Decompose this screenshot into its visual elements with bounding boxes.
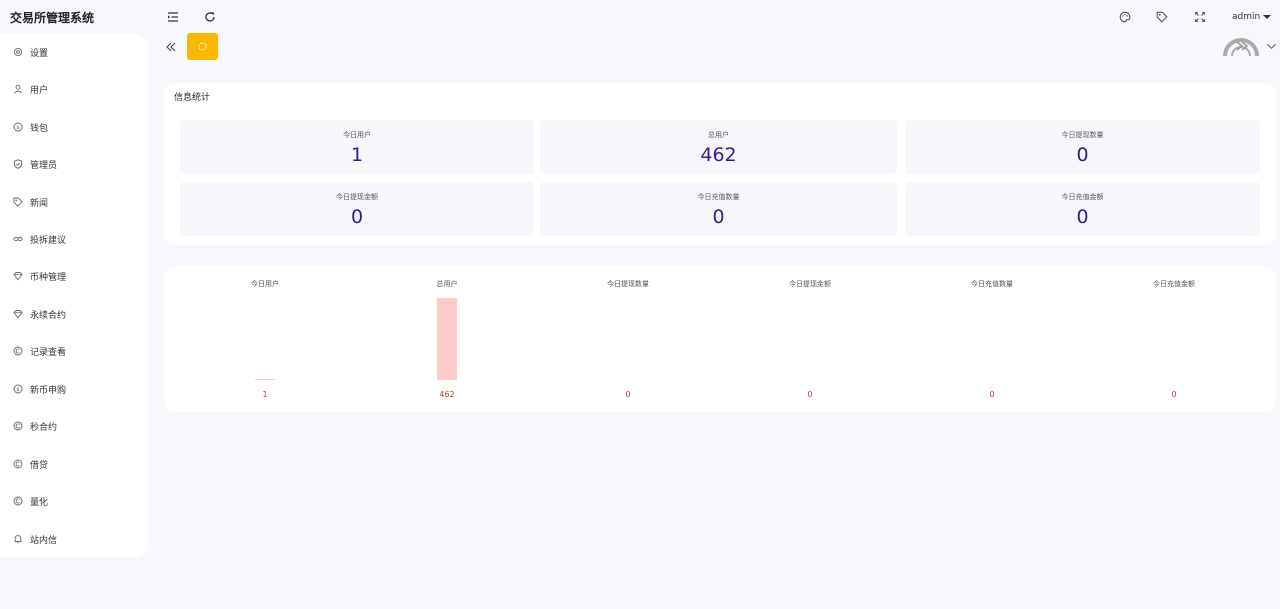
sidebar-item-second-contract[interactable]: 秒合约 <box>0 411 148 441</box>
coin-icon: $ <box>13 122 23 132</box>
stat-value: 0 <box>1076 206 1089 228</box>
gear-icon <box>13 47 23 57</box>
menu-fold-icon[interactable] <box>166 10 180 24</box>
stat-value: 1 <box>350 144 364 166</box>
sidebar-item-label: 量化 <box>30 497 49 508</box>
sidebar-item-admins[interactable]: 管理员 <box>0 149 148 179</box>
spinner-icon <box>198 42 207 51</box>
sidebar-item-quant[interactable]: 量化 <box>0 486 148 516</box>
stat-label: 今日充值数量 <box>697 193 740 201</box>
chevron-down-icon[interactable] <box>1264 40 1278 52</box>
stats-card: 信息统计 今日用户 1 总用户 462 今日提现数量 0 今日提现金额 0 今日… <box>164 83 1276 245</box>
chart-value-label: 0 <box>625 390 631 399</box>
sidebar-item-label: 新币申购 <box>30 385 67 396</box>
c-circle-icon <box>13 459 23 469</box>
svg-text:$: $ <box>16 125 20 131</box>
bell-icon <box>13 534 23 544</box>
stat-value: 0 <box>712 206 725 228</box>
chart-category-label: 总用户 <box>436 280 458 288</box>
double-chevron-left-icon[interactable] <box>164 40 178 54</box>
c-circle-icon <box>13 496 23 506</box>
stats-title: 信息统计 <box>174 93 211 103</box>
sidebar-item-label: 站内信 <box>30 535 58 546</box>
sidebar-item-label: 永续合约 <box>30 310 67 321</box>
sidebar-item-feedback[interactable]: 投拆建议 <box>0 224 148 254</box>
chart-category-label: 今日提现金额 <box>789 280 831 288</box>
diamond-icon <box>13 309 23 319</box>
sidebar-item-perpetual[interactable]: 永续合约 <box>0 299 148 329</box>
stat-today-deposit-count: 今日充值数量 0 <box>540 182 897 236</box>
stat-label: 今日提现数量 <box>1061 131 1104 139</box>
sidebar-item-label: 管理员 <box>30 160 58 171</box>
stat-today-deposit-amount: 今日充值金额 0 <box>905 182 1260 236</box>
chart-value-label: 1 <box>262 390 268 399</box>
sidebar-item-label: 投拆建议 <box>30 235 67 246</box>
chart-category-label: 今日用户 <box>251 280 279 288</box>
chart-value-label: 0 <box>1171 390 1177 399</box>
stat-value: 0 <box>350 206 364 228</box>
stat-value: 462 <box>700 144 737 166</box>
sidebar: 设置 用户 $ 钱包 管理员 新闻 投拆建议 币种管理 永续合约 记录查看 $ … <box>0 34 148 557</box>
palette-icon[interactable] <box>1118 10 1132 24</box>
sidebar-item-settings[interactable]: 设置 <box>0 37 148 67</box>
user-icon <box>13 84 23 94</box>
tag-icon <box>13 197 23 207</box>
caret-down-icon <box>1263 15 1272 19</box>
stat-label: 今日用户 <box>343 131 371 139</box>
tab-home[interactable] <box>187 33 218 60</box>
stat-today-withdraw-amount: 今日提现金额 0 <box>180 182 534 236</box>
chart-bar <box>255 379 275 380</box>
sidebar-item-label: 记录查看 <box>30 347 67 358</box>
chart-value-label: 0 <box>989 390 995 399</box>
c-circle-icon <box>13 346 23 356</box>
stat-label: 今日充值金额 <box>1061 193 1104 201</box>
chart-category-label: 今日充值数量 <box>971 280 1013 288</box>
sidebar-item-loan[interactable]: 借贷 <box>0 449 148 479</box>
c-circle-icon <box>13 421 23 431</box>
sidebar-item-label: 钱包 <box>30 123 49 134</box>
sidebar-item-ipo[interactable]: $ 新币申购 <box>0 374 148 404</box>
sidebar-item-label: 用户 <box>30 85 49 96</box>
sidebar-item-label: 秒合约 <box>30 422 58 433</box>
chart-category-label: 今日充值金额 <box>1153 280 1195 288</box>
gauge-icon <box>1222 30 1260 56</box>
stat-value: 0 <box>1076 144 1089 166</box>
link-icon <box>13 234 23 244</box>
chart-category-label: 今日提现数量 <box>607 280 649 288</box>
chart-value-label: 0 <box>807 390 813 399</box>
coin-icon: $ <box>13 384 23 394</box>
sidebar-item-wallet[interactable]: $ 钱包 <box>0 112 148 142</box>
diamond-icon <box>13 271 23 281</box>
stat-total-users: 总用户 462 <box>540 120 897 174</box>
sidebar-item-label: 设置 <box>30 48 49 59</box>
sidebar-item-records[interactable]: 记录查看 <box>0 336 148 366</box>
chart-value-label: 462 <box>439 390 455 399</box>
refresh-icon[interactable] <box>203 10 217 24</box>
user-menu[interactable]: admin <box>1232 10 1272 24</box>
fullscreen-icon[interactable] <box>1193 10 1207 24</box>
sidebar-item-label: 新闻 <box>30 198 49 209</box>
stat-today-withdraw-count: 今日提现数量 0 <box>905 120 1260 174</box>
sidebar-item-coins[interactable]: 币种管理 <box>0 261 148 291</box>
sidebar-item-news[interactable]: 新闻 <box>0 187 148 217</box>
sidebar-item-users[interactable]: 用户 <box>0 74 148 104</box>
svg-text:$: $ <box>16 387 20 393</box>
sidebar-item-label: 借贷 <box>30 460 49 471</box>
stat-label: 今日提现金额 <box>336 193 378 201</box>
shield-icon <box>13 159 23 169</box>
tag-icon[interactable] <box>1155 10 1169 24</box>
chart-card <box>164 266 1276 412</box>
app-title: 交易所管理系统 <box>10 10 95 25</box>
chart-bar <box>437 298 457 380</box>
sidebar-item-label: 币种管理 <box>30 272 67 283</box>
stat-label: 总用户 <box>708 131 729 139</box>
user-name: admin <box>1232 12 1261 22</box>
sidebar-item-messages[interactable]: 站内信 <box>0 524 148 554</box>
stat-today-users: 今日用户 1 <box>180 120 534 174</box>
